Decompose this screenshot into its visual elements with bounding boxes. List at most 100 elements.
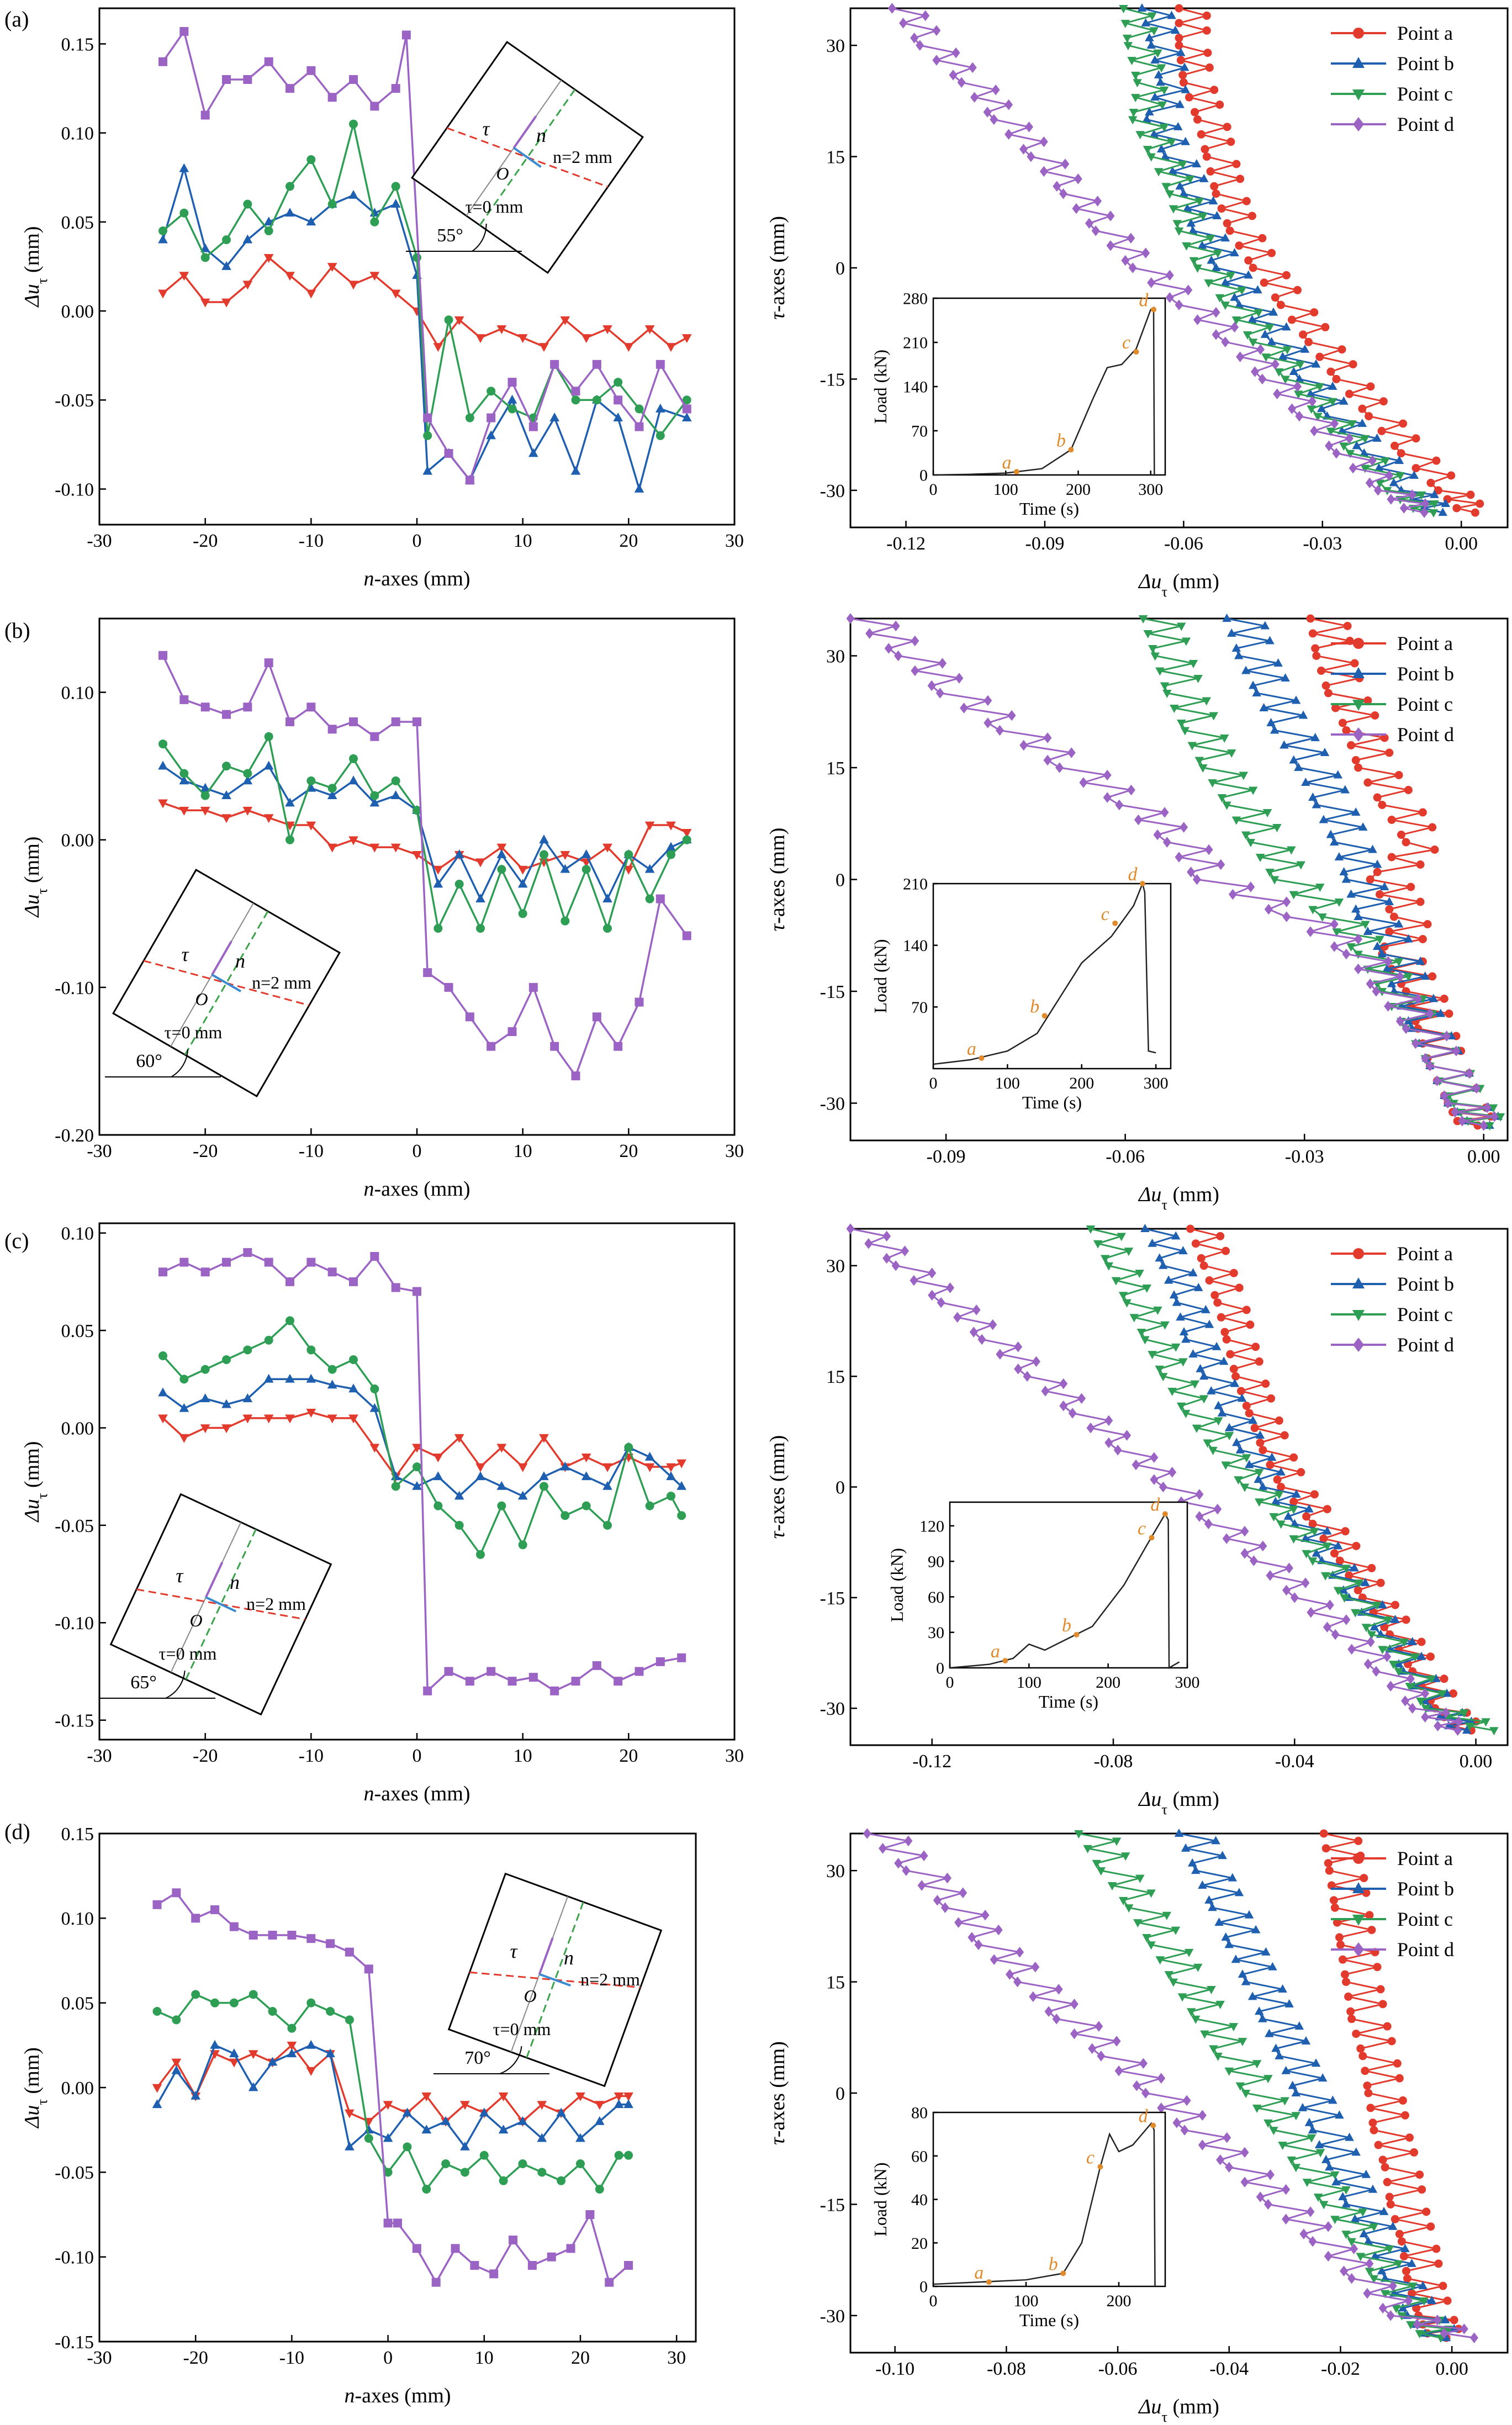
data-point-c <box>1190 1380 1199 1389</box>
x-tick-label: -0.06 <box>1098 2359 1138 2379</box>
data-point-b <box>602 1481 612 1490</box>
data-point-d <box>1212 307 1220 318</box>
data-point-d <box>1306 2206 1315 2217</box>
data-point-c <box>1182 242 1191 251</box>
data-point-a <box>1411 464 1420 473</box>
data-point-d <box>393 2218 402 2228</box>
data-point-a <box>221 814 231 823</box>
n-offset-line <box>185 1529 257 1680</box>
data-point-c <box>1367 1631 1377 1640</box>
data-point-b <box>1416 1651 1426 1660</box>
data-point-d <box>1347 2273 1356 2284</box>
data-point-d <box>1373 485 1382 496</box>
data-point-a <box>1217 1313 1225 1322</box>
data-point-b <box>179 1403 189 1412</box>
data-point-c <box>1237 287 1247 295</box>
data-point-c <box>1209 712 1218 721</box>
data-point-b <box>1304 2117 1314 2126</box>
data-point-d <box>1159 1481 1167 1493</box>
data-point-b <box>1235 1445 1245 1454</box>
data-point-c <box>1282 346 1292 355</box>
legend-marker-a <box>1353 28 1364 39</box>
data-point-b <box>1218 1851 1227 1859</box>
data-point-a <box>1367 1926 1376 1935</box>
data-point-a <box>1371 711 1379 720</box>
data-point-c <box>645 1501 654 1510</box>
legend-marker-a <box>1353 1248 1364 1259</box>
data-point-d <box>1440 1090 1448 1101</box>
data-point-a <box>1201 145 1209 154</box>
data-point-d <box>1342 948 1351 960</box>
data-point-a <box>1422 2207 1431 2216</box>
load-marker-b <box>1068 447 1074 453</box>
data-point-a <box>1235 241 1244 250</box>
y-tick-label: 0.10 <box>61 1224 94 1244</box>
load-curve <box>933 881 1156 1065</box>
data-point-a <box>1319 1829 1328 1838</box>
y-tick-label: 80 <box>911 2104 928 2122</box>
legend-marker-c <box>1352 1915 1365 1926</box>
data-point-b <box>1226 628 1236 637</box>
data-point-b <box>1400 2244 1410 2252</box>
data-point-c <box>1169 1978 1178 1987</box>
data-point-c <box>1261 353 1271 362</box>
data-point-c <box>423 431 432 440</box>
data-point-b <box>1317 404 1326 413</box>
data-point-c <box>1150 652 1160 661</box>
data-point-d <box>1395 971 1404 982</box>
y-axis-label: Δuτ (mm) <box>20 226 50 308</box>
data-point-b <box>1394 1659 1404 1668</box>
data-point-b <box>1201 1304 1210 1313</box>
data-point-a <box>595 2101 605 2110</box>
x-tick-label: -20 <box>193 1141 218 1161</box>
data-point-c <box>487 387 496 396</box>
data-point-a <box>1367 1563 1376 1572</box>
data-point-a <box>1231 1372 1240 1381</box>
data-point-d <box>928 1267 937 1278</box>
data-point-a <box>1418 935 1427 943</box>
data-point-c <box>1287 2156 1296 2165</box>
data-point-b <box>1244 1910 1254 1919</box>
data-point-b <box>1431 1673 1441 1682</box>
data-point-b <box>1388 2221 1398 2230</box>
data-point-b <box>1340 785 1350 794</box>
data-point-a <box>1249 263 1257 272</box>
data-point-a <box>433 865 443 875</box>
data-point-d <box>287 1931 297 1940</box>
data-point-d <box>970 92 979 103</box>
data-point-d <box>1150 1452 1159 1463</box>
data-point-a <box>1310 308 1319 317</box>
data-point-d <box>489 2269 499 2279</box>
y-axis-label: Δuτ (mm) <box>20 837 50 918</box>
data-point-c <box>1275 1491 1284 1499</box>
data-point-b <box>676 1481 686 1490</box>
data-point-a <box>1385 905 1394 913</box>
data-point-a <box>1356 2044 1365 2053</box>
data-point-a <box>1379 397 1388 406</box>
data-point-a <box>369 843 380 853</box>
data-point-a <box>1242 1402 1251 1410</box>
data-point-d <box>1387 494 1395 505</box>
data-point-d <box>624 2261 633 2270</box>
diagram-angle-label: 70° <box>464 2048 491 2068</box>
data-point-b <box>1350 2214 1360 2223</box>
data-point-c <box>1200 2030 1209 2039</box>
data-point-c <box>349 754 358 763</box>
y-tick-label: 30 <box>928 1624 944 1642</box>
data-point-d <box>1432 1075 1441 1086</box>
data-point-d <box>444 1667 453 1676</box>
data-point-b <box>221 790 231 799</box>
data-point-a <box>1375 890 1384 899</box>
legend-marker-d <box>1353 1338 1364 1352</box>
data-point-c <box>1193 675 1203 683</box>
data-point-a <box>1426 1652 1435 1661</box>
data-point-c <box>1118 1896 1128 1905</box>
data-point-c <box>1238 2038 1247 2046</box>
y-tick-label: -15 <box>820 369 845 390</box>
x-tick-label: 0 <box>946 1673 954 1692</box>
data-point-a <box>539 343 549 352</box>
data-point-d <box>1175 852 1183 863</box>
data-point-d <box>614 395 623 405</box>
